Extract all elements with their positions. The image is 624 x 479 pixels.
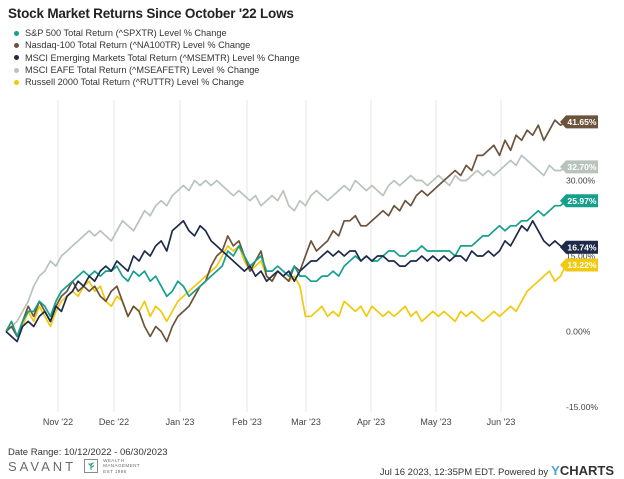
legend-item: Nasdaq-100 Total Return (^NA100TR) Level… [14, 39, 300, 51]
x-tick-label: Jun '23 [487, 417, 516, 427]
legend-label: Russell 2000 Total Return (^RUTTR) Level… [25, 77, 245, 88]
end-value-text: 25.97% [567, 196, 597, 206]
x-tick-label: May '23 [420, 417, 451, 427]
legend-swatch [14, 42, 19, 48]
y-axis-labels: -15.00% 0.00% 15.00% 30.00% [566, 176, 598, 412]
chart-legend: S&P 500 Total Return (^SPXTR) Level % Ch… [14, 27, 300, 88]
legend-label: Nasdaq-100 Total Return (^NA100TR) Level… [25, 40, 251, 51]
series-line [5, 154, 567, 333]
legend-swatch [14, 67, 19, 73]
end-value-tag: 32.70% [560, 160, 598, 174]
legend-item: MSCI EAFE Total Return (^MSEAFETR) Level… [14, 64, 300, 76]
brand-sub-line: WEALTH [103, 458, 125, 463]
end-value-tag: 13.22% [560, 258, 598, 272]
legend-swatch [14, 30, 19, 36]
end-value-tag: 16.74% [560, 240, 598, 254]
brand-sub-line: MANAGEMENT [103, 463, 141, 469]
brand-subtitle: WEALTH MANAGEMENT EST 1986 [103, 458, 140, 474]
series-line [5, 119, 567, 343]
legend-item: S&P 500 Total Return (^SPXTR) Level % Ch… [14, 27, 300, 39]
end-value-text: 13.22% [567, 260, 597, 270]
date-range: Date Range: 10/12/2022 - 06/30/2023 [8, 447, 168, 458]
legend-label: S&P 500 Total Return (^SPXTR) Level % Ch… [25, 28, 227, 38]
legend-swatch [14, 55, 19, 61]
end-value-labels: 25.97% 41.65% 16.74% 32.70% 13.22% [560, 115, 598, 272]
series-line [5, 199, 567, 338]
ycharts-logo-y: Y [551, 463, 560, 478]
legend-label: MSCI EAFE Total Return (^MSEAFETR) Level… [25, 64, 260, 75]
x-tick-label: Apr '23 [357, 417, 385, 427]
brand-sub-line: EST 1986 [103, 468, 127, 474]
legend-item: Russell 2000 Total Return (^RUTTR) Level… [14, 76, 300, 88]
brand-logo: SAVANT WEALTH MANAGEMENT EST 1986 [8, 458, 140, 474]
chart-title: Stock Market Returns Since October '22 L… [8, 6, 294, 21]
y-tick-label: 30.00% [566, 176, 596, 186]
legend-item: MSCI Emerging Markets Total Return (^MSE… [14, 52, 300, 64]
y-tick-label: 15.00% [566, 251, 596, 261]
x-tick-label: Jan '23 [166, 417, 195, 427]
x-tick-label: Mar '23 [291, 417, 321, 427]
x-tick-label: Feb '23 [232, 417, 262, 427]
series-lines [5, 119, 567, 343]
y-tick-label: -15.00% [566, 402, 598, 412]
legend-label: MSCI Emerging Markets Total Return (^MSE… [25, 52, 300, 63]
y-tick-label: 0.00% [566, 326, 591, 336]
x-axis-labels: Nov '22 Dec '22 Jan '23 Feb '23 Mar '23 Apr '… [43, 417, 515, 427]
brand-name: SAVANT [8, 458, 77, 474]
x-tick-label: Nov '22 [43, 417, 73, 427]
end-value-text: 41.65% [567, 117, 597, 127]
ycharts-logo-text: CHARTS [559, 463, 614, 478]
series-line [5, 219, 567, 343]
legend-swatch [14, 79, 19, 85]
end-value-tag: 41.65% [560, 115, 598, 129]
x-tick-label: Dec '22 [99, 417, 129, 427]
end-value-text: 16.74% [567, 242, 597, 252]
tree-logo-icon [84, 459, 99, 474]
chart-credits: Jul 16 2023, 12:35PM EDT. Powered by YCH… [380, 463, 614, 478]
chart-grid [57, 100, 502, 412]
timestamp: Jul 16 2023, 12:35PM EDT. Powered by [379, 467, 549, 478]
ycharts-logo: YCHARTS [551, 463, 614, 478]
end-value-text: 32.70% [567, 162, 597, 172]
end-value-tag: 25.97% [560, 194, 598, 208]
